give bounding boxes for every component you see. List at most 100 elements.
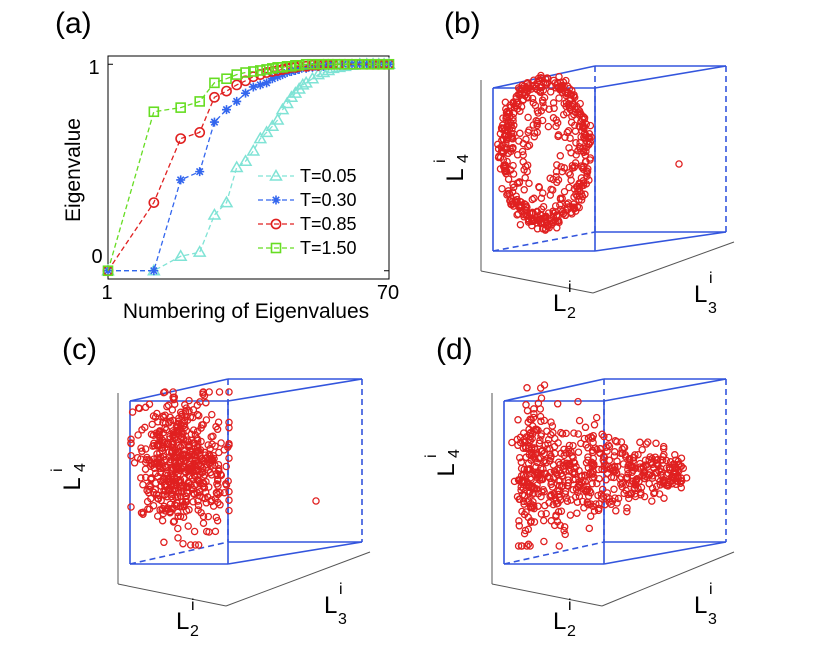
scatter-point [536, 412, 545, 421]
scatter-point [141, 445, 150, 453]
scatter-point [536, 87, 545, 95]
scatter-point [192, 467, 200, 475]
scatter-point [538, 475, 547, 484]
scatter-point [521, 526, 530, 535]
scatter-point [537, 447, 546, 456]
scatter-point [539, 202, 548, 211]
scatter-point [190, 527, 199, 536]
x-label-sub: 2 [190, 623, 199, 640]
scatter-point [518, 507, 526, 516]
scatter-point [552, 167, 561, 176]
scatter-point [584, 453, 592, 461]
panel-a-axes-box [107, 55, 390, 280]
scatter-point [525, 141, 534, 149]
scatter-point [570, 429, 578, 437]
scatter-point [530, 405, 538, 413]
scatter-point [127, 503, 135, 511]
scatter-point [617, 438, 626, 446]
panel-d-points [508, 381, 691, 550]
scatter-point [514, 542, 523, 550]
panel-d-y-label: L i 3 [694, 581, 717, 628]
data-point [354, 58, 366, 70]
scatter-point [513, 151, 522, 159]
y-label-sub: 3 [338, 611, 347, 628]
scatter-point [137, 444, 145, 452]
data-point [383, 58, 395, 70]
y-label-base: L [694, 281, 707, 308]
scatter-point [517, 102, 526, 111]
scatter-point [596, 444, 605, 453]
scatter-point [139, 480, 147, 489]
scatter-point [225, 388, 233, 396]
scatter-point [552, 497, 561, 505]
scatter-point [537, 510, 546, 518]
scatter-point [148, 461, 156, 469]
scatter-point [519, 497, 528, 506]
scatter-point [137, 509, 146, 517]
scatter-point [557, 469, 565, 478]
scatter-point [536, 436, 544, 445]
scatter-point [220, 488, 229, 497]
scatter-point [182, 492, 190, 500]
scatter-point [534, 502, 542, 510]
scatter-point [208, 410, 216, 419]
data-point [232, 96, 242, 106]
scatter-point [550, 521, 559, 530]
scatter-point [214, 498, 222, 507]
scatter-point [197, 508, 205, 517]
data-point [148, 197, 160, 209]
data-point [267, 74, 277, 84]
scatter-point [548, 483, 557, 491]
scatter-point [661, 476, 669, 485]
scatter-point [540, 537, 548, 546]
scatter-point [199, 493, 207, 502]
data-point [270, 113, 285, 125]
scatter-point [526, 436, 535, 445]
data-point [231, 79, 243, 91]
scatter-point [566, 134, 574, 142]
scatter-point [182, 412, 190, 421]
scatter-point [159, 475, 167, 484]
data-point [311, 67, 326, 80]
panel-c-points [127, 388, 320, 549]
scatter-point [195, 411, 203, 420]
scatter-point [184, 478, 193, 486]
scatter-point [174, 508, 182, 517]
legend-label-t150: T=1.50 [300, 238, 357, 258]
scatter-point [503, 191, 511, 199]
data-point [346, 58, 358, 70]
scatter-point [185, 442, 194, 451]
scatter-point [515, 178, 524, 186]
panel-c-label: (c) [62, 333, 97, 366]
scatter-point [540, 416, 549, 425]
scatter-point [537, 430, 546, 438]
scatter-point [209, 451, 218, 460]
legend-marker [269, 169, 283, 181]
scatter-point [174, 524, 182, 533]
scatter-point [174, 477, 182, 485]
scatter-point [185, 506, 193, 514]
scatter-point [555, 542, 563, 550]
scatter-point [614, 494, 623, 503]
panel-c: (c) L i 4 L i 2 L i 3 [49, 333, 371, 640]
scatter-point [584, 165, 592, 173]
scatter-point [565, 467, 573, 475]
scatter-point [205, 483, 213, 491]
scatter-point [195, 477, 204, 486]
scatter-point [676, 479, 685, 488]
scatter-point [222, 462, 230, 471]
scatter-point [556, 195, 565, 203]
z-label-base: L [433, 463, 460, 476]
scatter-point [620, 443, 629, 452]
scatter-point [188, 483, 196, 492]
scatter-point [175, 419, 183, 427]
data-point [222, 105, 232, 115]
scatter-point [583, 138, 591, 146]
axis-line [592, 241, 735, 294]
scatter-point [559, 110, 568, 119]
scatter-point [528, 82, 537, 90]
scatter-point [612, 507, 620, 515]
data-point [261, 64, 272, 75]
scatter-point [149, 501, 158, 510]
scatter-point [495, 152, 503, 161]
